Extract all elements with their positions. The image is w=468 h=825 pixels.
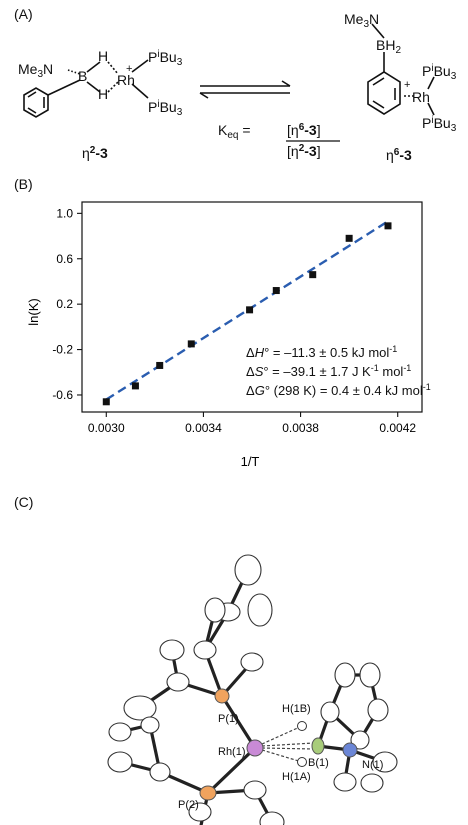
data-point [384, 222, 392, 230]
y-axis-label: ln(K) [26, 298, 41, 325]
reaction-scheme: Me3N B H H Rh + PiBu3 PiBu3 η2-3 Keq = [… [18, 11, 457, 163]
plot-frame [81, 201, 423, 413]
data-point [246, 306, 254, 314]
data-point [272, 287, 280, 295]
x-tick-label: 0.0034 [185, 421, 222, 435]
phosphorus-2-atom [199, 785, 217, 801]
x-tick-label: 0.0030 [88, 421, 125, 435]
y-tick-label: 0.2 [56, 297, 73, 311]
panel-a-label: (A) [14, 6, 33, 22]
thermo-annotation: ΔH° = –11.3 ± 0.5 kJ mol-1 ΔS° = –39.1 ±… [246, 344, 431, 398]
data-point [309, 271, 317, 279]
right-charge: + [404, 79, 410, 91]
left-h-bottom: H [98, 86, 108, 102]
x-tick-label: 0.0042 [379, 421, 416, 435]
atom-label-h1b: H(1B) [282, 703, 311, 715]
nitrogen-atom [342, 742, 358, 758]
left-charge: + [126, 63, 132, 75]
annotation-entropy: ΔS° = –39.1 ± 1.7 J K-1 mol-1 [246, 363, 411, 379]
left-phosphine-bottom: PiBu3 [148, 99, 183, 118]
data-point [345, 234, 353, 242]
y-tick-label: 1.0 [56, 206, 73, 220]
right-compound-label: η6-3 [386, 147, 412, 163]
annotation-enthalpy: ΔH° = –11.3 ± 0.5 kJ mol-1 [246, 344, 397, 360]
carbon-ellipsoids [107, 554, 398, 825]
rhodium-atom [246, 739, 264, 757]
left-nme3: Me3N [18, 61, 53, 80]
crystal-structure: P(1) P(2) Rh(1) H(1B) H(1A) B(1) N(1) [107, 554, 398, 825]
atom-label-p2: P(2) [178, 799, 199, 811]
data-point [187, 340, 195, 348]
right-nme3: Me3N [344, 11, 379, 30]
boron-atom [311, 737, 325, 755]
data-point [156, 361, 164, 369]
y-tick-label: -0.6 [52, 388, 73, 402]
x-tick-label: 0.0038 [282, 421, 319, 435]
right-phosphine-top: PiBu3 [422, 63, 457, 82]
left-h-top: H [98, 48, 108, 64]
annotation-gibbs: ΔG° (298 K) = 0.4 ± 0.4 kJ mol-1 [246, 382, 431, 398]
left-compound-label: η2-3 [82, 145, 108, 161]
vant-hoff-chart: 0.0030 0.0034 0.0038 0.0042 -0.6 -0.2 0.2 0.6 1… [26, 201, 431, 469]
hydrogen-1b-atom [297, 721, 307, 731]
agostic-contacts [261, 725, 315, 763]
left-phosphine-top: PiBu3 [148, 49, 183, 68]
x-axis-label: 1/T [241, 454, 260, 469]
phosphorus-1-atom [214, 688, 230, 704]
y-tick-label: -0.2 [52, 343, 73, 357]
right-bh2: BH2 [376, 37, 401, 56]
hydrogen-1a-atom [297, 757, 307, 767]
right-phosphine-bottom: PiBu3 [422, 115, 457, 134]
left-rhodium: Rh [117, 72, 135, 88]
y-tick-label: 0.6 [56, 252, 73, 266]
keq-lhs: Keq = [218, 122, 251, 141]
atom-label-n1: N(1) [362, 759, 383, 771]
atom-label-p1: P(1) [218, 713, 239, 725]
data-point [131, 382, 139, 390]
atom-label-h1a: H(1A) [282, 771, 311, 783]
left-boron: B [78, 68, 87, 84]
keq-denominator: [η2-3] [287, 143, 321, 159]
atom-label-b1: B(1) [308, 757, 329, 769]
keq-numerator: [η6-3] [287, 122, 321, 138]
right-rhodium: Rh [412, 89, 430, 105]
data-point [102, 398, 110, 406]
atom-label-rh1: Rh(1) [218, 746, 246, 758]
left-phenyl-ring [23, 87, 49, 118]
panel-c-label: (C) [14, 494, 34, 510]
panel-b-label: (B) [14, 176, 33, 192]
